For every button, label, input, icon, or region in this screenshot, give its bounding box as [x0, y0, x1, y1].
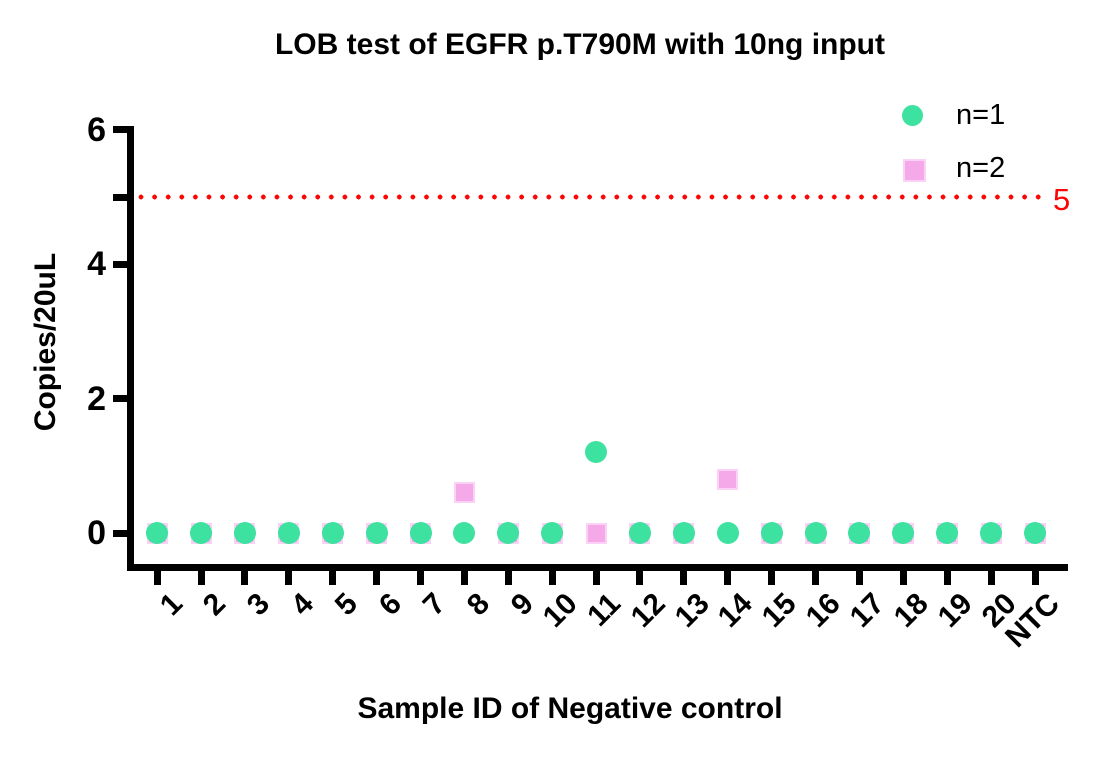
x-axis-title: Sample ID of Negative control [357, 692, 783, 725]
y-tick [113, 529, 127, 537]
data-point-n1-17 [848, 522, 871, 544]
x-tick-label: 12 [624, 587, 672, 634]
y-tick [113, 126, 127, 134]
x-tick-label: 16 [799, 587, 847, 634]
x-tick-label: 19 [931, 587, 979, 634]
x-tick [548, 571, 556, 585]
x-tick [373, 571, 381, 585]
x-tick-label: 14 [712, 587, 760, 634]
x-tick [899, 571, 907, 585]
legend-marker-circle-icon [902, 105, 923, 126]
x-tick-label: 15 [756, 587, 804, 634]
data-point-n2-11 [585, 522, 607, 544]
y-tick-label: 6 [87, 110, 106, 149]
data-point-n1-4 [277, 522, 300, 544]
data-point-n1-6 [365, 522, 388, 544]
data-point-n1-7 [409, 522, 432, 544]
x-tick [197, 571, 205, 585]
y-tick [113, 260, 127, 268]
x-tick-label: 7 [416, 587, 452, 623]
chart-title: LOB test of EGFR p.T790M with 10ng input [274, 28, 885, 61]
x-tick [812, 571, 820, 585]
data-point-n1-18 [892, 522, 915, 544]
data-point-n1-19 [936, 522, 959, 544]
y-tick [113, 395, 127, 403]
data-point-n1-12 [628, 522, 651, 544]
x-tick-label: 10 [536, 587, 584, 634]
x-tick-label: 6 [372, 587, 408, 623]
y-tick-label: 4 [87, 245, 106, 284]
x-tick-label: 18 [887, 587, 935, 634]
x-axis [127, 564, 1068, 571]
legend-label-n2: n=2 [956, 152, 1006, 184]
x-tick-label: 9 [504, 587, 540, 623]
x-tick-label: 4 [285, 587, 321, 623]
x-tick [855, 571, 863, 585]
data-point-n1-14 [716, 522, 739, 544]
x-tick [241, 571, 249, 585]
x-tick [153, 571, 161, 585]
x-tick-label: 17 [843, 587, 891, 634]
x-tick-label: 13 [668, 587, 716, 634]
threshold-line [138, 194, 1048, 200]
data-point-n1-NTC [1024, 522, 1046, 544]
x-tick [636, 571, 644, 585]
data-point-n1-2 [190, 522, 213, 544]
x-tick [504, 571, 512, 585]
x-tick [417, 571, 425, 585]
x-tick [680, 571, 688, 585]
y-tick-label: 0 [87, 514, 106, 552]
x-tick-label: 2 [197, 587, 233, 623]
x-tick [943, 571, 951, 585]
y-tick-label: 2 [87, 379, 106, 418]
x-tick [768, 571, 776, 585]
data-point-n1-10 [541, 522, 564, 544]
data-point-n2-8 [453, 482, 475, 504]
x-tick-label: 1 [153, 587, 189, 623]
data-point-n1-20 [980, 522, 1003, 544]
x-tick [987, 571, 995, 585]
data-point-n1-3 [233, 522, 256, 544]
x-tick-label: 8 [460, 587, 496, 623]
x-tick-label: 5 [328, 587, 365, 623]
x-tick [592, 571, 600, 585]
data-point-n1-15 [760, 522, 783, 544]
data-point-n1-11 [585, 441, 608, 464]
x-tick [724, 571, 732, 585]
threshold-label: 5 [1053, 182, 1071, 217]
x-tick [460, 571, 468, 585]
x-tick [285, 571, 293, 585]
y-axis [127, 126, 134, 571]
y-tick [113, 193, 127, 201]
data-point-n2-14 [717, 468, 739, 490]
data-point-n1-8 [453, 522, 476, 544]
data-point-n1-1 [146, 522, 169, 544]
data-point-n1-16 [804, 522, 827, 544]
x-tick-label: 11 [581, 587, 628, 633]
legend-label-n1: n=1 [956, 99, 1006, 131]
legend-marker-square-icon [903, 159, 926, 182]
data-point-n1-13 [672, 522, 695, 544]
data-point-n1-9 [497, 522, 520, 544]
data-point-n1-5 [321, 522, 344, 544]
x-tick-label: 3 [241, 587, 277, 623]
x-tick [1031, 571, 1039, 585]
x-tick [329, 571, 337, 585]
